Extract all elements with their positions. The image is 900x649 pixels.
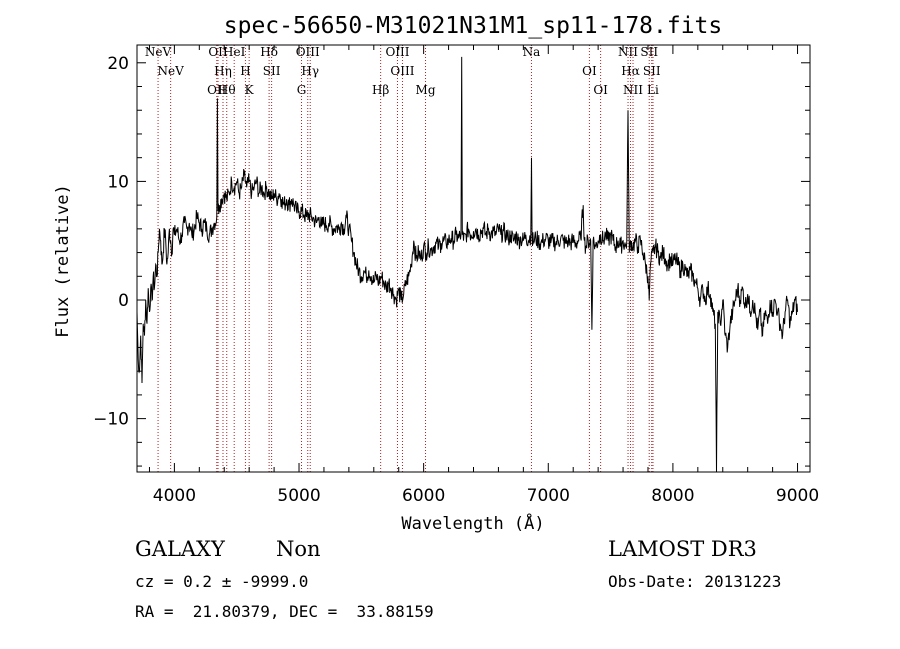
line-marker-label: OII xyxy=(208,45,228,59)
plot-frame xyxy=(136,44,811,473)
line-marker-label: OIII xyxy=(385,45,409,59)
survey-name: LAMOST DR3 xyxy=(608,537,757,561)
line-marker-label: NII xyxy=(623,83,643,97)
line-marker-label: Mg xyxy=(416,83,436,97)
line-marker-label: HeI xyxy=(223,45,246,59)
x-tick-label: 5000 xyxy=(277,486,320,506)
line-marker-label: Hα xyxy=(621,64,640,78)
line-marker-label: NII xyxy=(618,45,638,59)
y-tick-label: 0 xyxy=(118,291,129,311)
x-tick-label: 9000 xyxy=(776,486,819,506)
line-marker-label: Hδ xyxy=(260,45,278,59)
spectrum-line xyxy=(136,56,798,473)
coordinates-text: RA = 21.80379, DEC = 33.88159 xyxy=(135,602,434,621)
axis-ticks: 4000 5000 6000 7000 8000 9000 −10 0 10 20 xyxy=(93,45,819,506)
x-tick-label: 7000 xyxy=(527,486,570,506)
line-label-layer: NeVNeVOIIOIIHηHθHeIHKHδSIIGOIIIHγHβOIIIO… xyxy=(145,45,661,97)
chart-title: spec-56650-M31021N31M1_sp11-178.fits xyxy=(224,13,723,39)
redshift-text: cz = 0.2 ± -9999.0 xyxy=(135,572,309,591)
line-marker-label: G xyxy=(297,83,307,97)
line-marker-label: OI xyxy=(582,64,597,78)
line-marker-label: SII xyxy=(263,64,281,78)
line-marker-label: OII xyxy=(207,83,227,97)
line-marker-label: NeV xyxy=(158,64,185,78)
line-marker-label: OI xyxy=(593,83,608,97)
x-axis-label: Wavelength (Å) xyxy=(401,512,544,534)
x-tick-label: 4000 xyxy=(153,486,196,506)
object-class: GALAXY xyxy=(135,537,225,561)
line-marker-label: SII xyxy=(640,45,658,59)
obs-date: Obs-Date: 20131223 xyxy=(608,572,782,591)
line-marker-label: NeV xyxy=(145,45,172,59)
line-marker-label: Hη xyxy=(214,64,232,78)
y-axis-label: Flux (relative) xyxy=(53,184,73,338)
line-marker-label: Li xyxy=(647,83,659,97)
y-tick-label: 20 xyxy=(107,54,129,74)
spectrum-chart: spec-56650-M31021N31M1_sp11-178.fits NeV… xyxy=(53,13,819,534)
line-marker-label: K xyxy=(245,83,255,97)
x-tick-label: 6000 xyxy=(402,486,445,506)
line-marker-layer xyxy=(157,45,654,472)
y-tick-label: 10 xyxy=(107,172,129,192)
line-marker-label: Hγ xyxy=(301,64,319,78)
line-marker-label: Hβ xyxy=(372,83,389,97)
line-marker-label: Hθ xyxy=(218,83,236,97)
line-marker-label: SII xyxy=(643,64,661,78)
line-marker-label: OIII xyxy=(390,64,414,78)
line-marker-label: OIII xyxy=(296,45,320,59)
line-marker-label: H xyxy=(240,64,250,78)
line-marker-label: Na xyxy=(523,45,541,59)
y-tick-label: −10 xyxy=(93,410,129,430)
x-tick-label: 8000 xyxy=(651,486,694,506)
object-subclass: Non xyxy=(276,537,321,561)
